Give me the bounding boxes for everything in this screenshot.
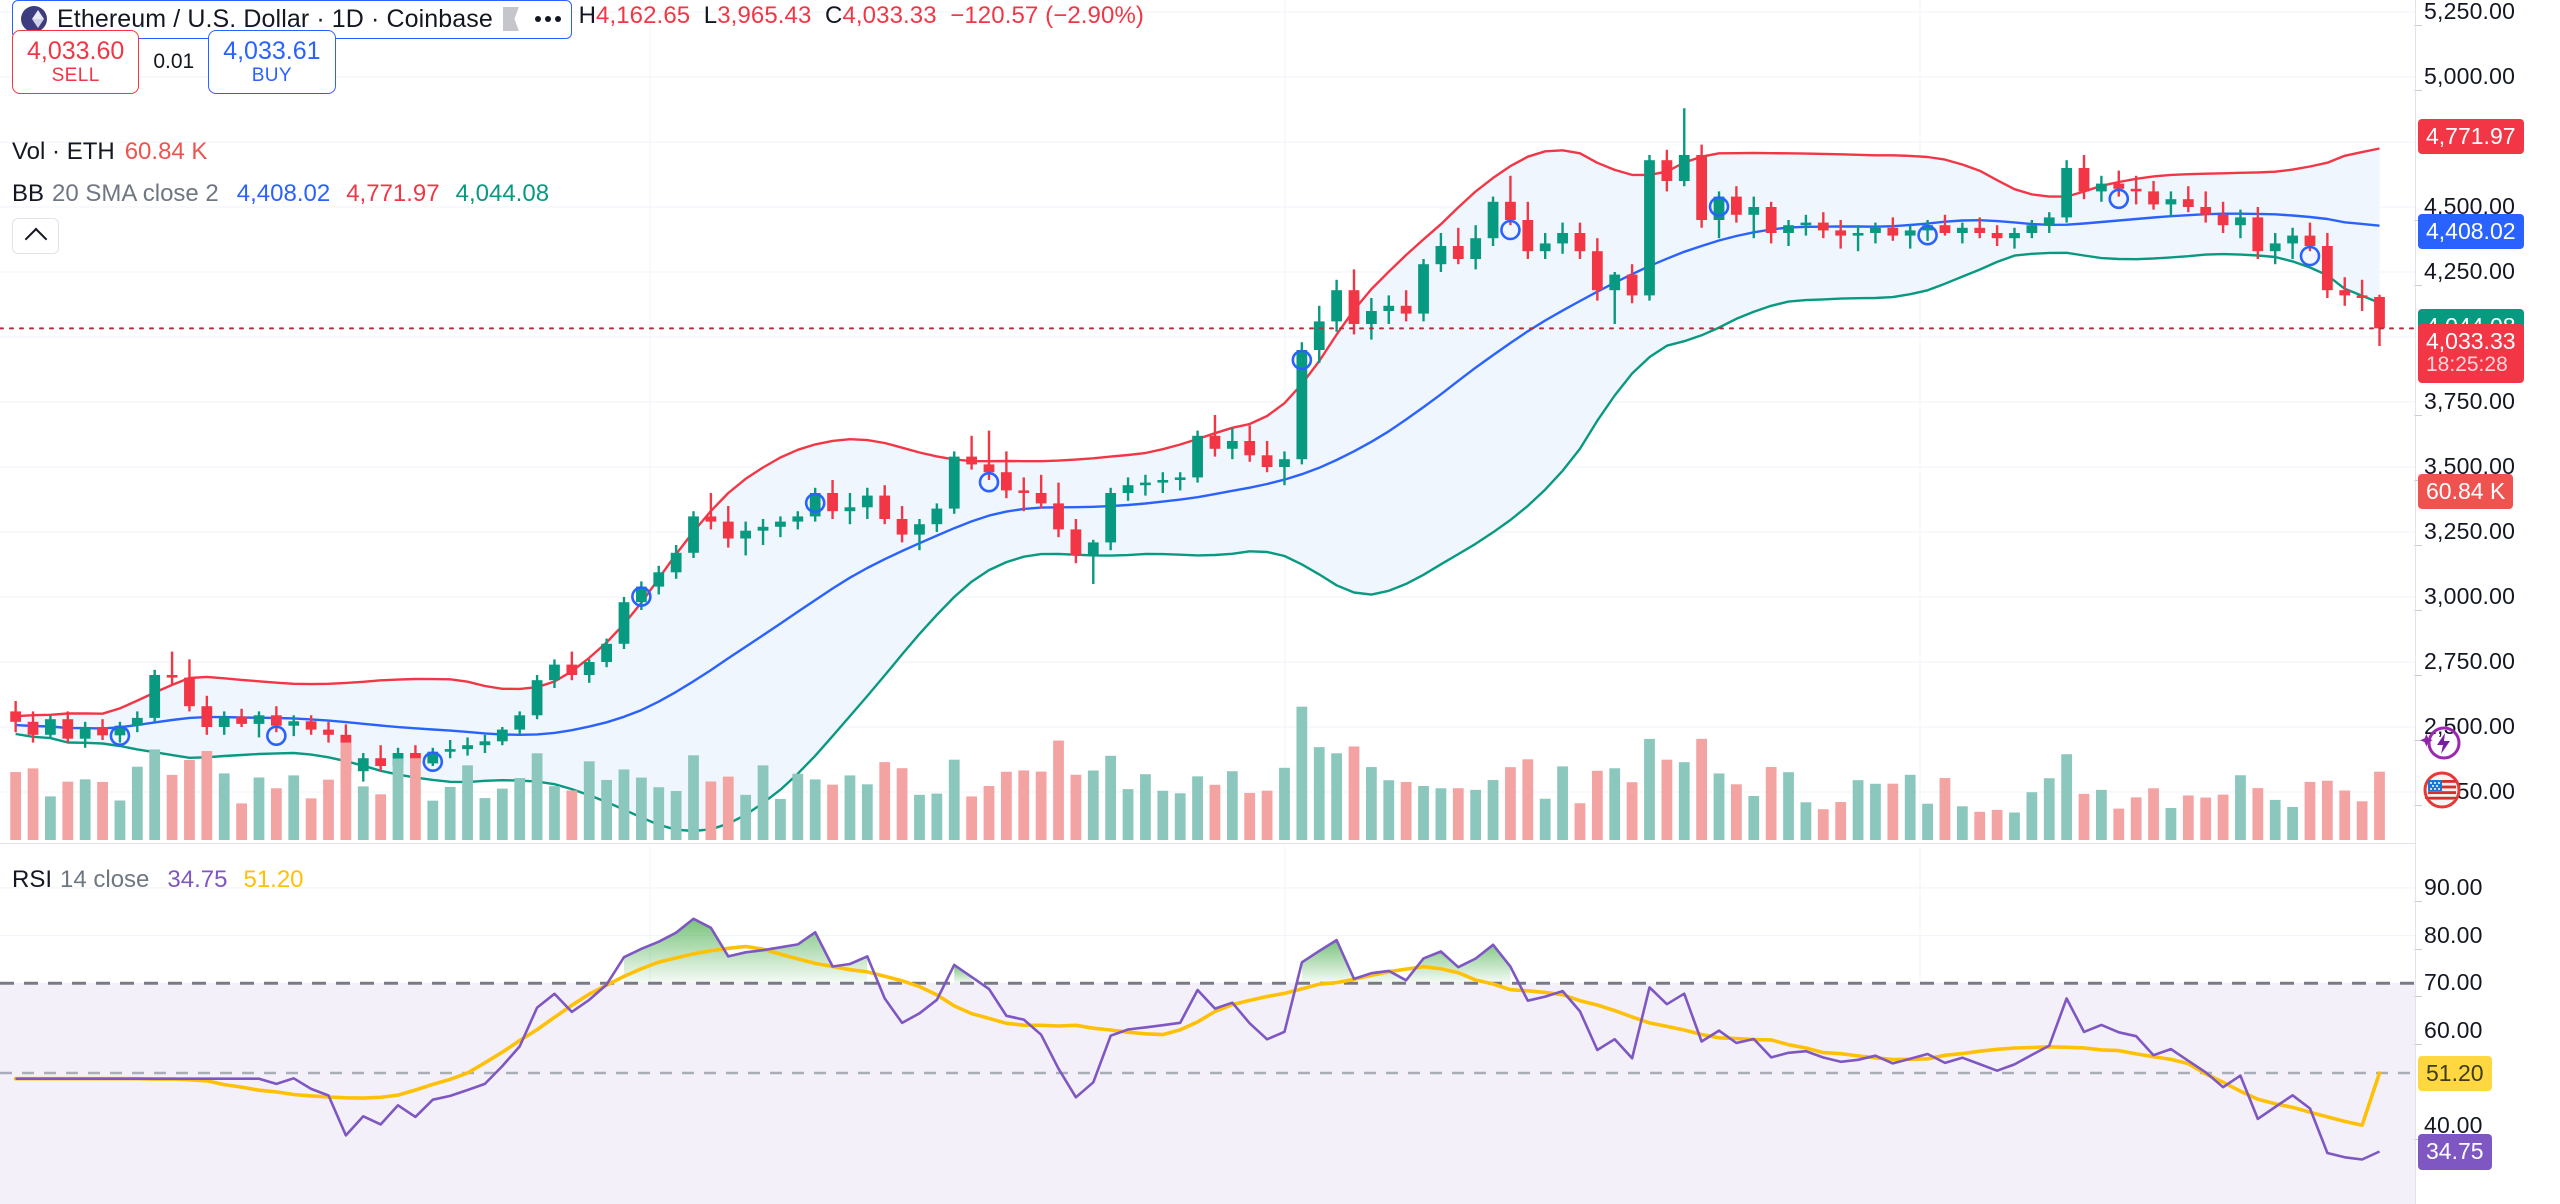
ohlc-l-value: 3,965.43 (717, 2, 812, 29)
trade-buttons[interactable]: 4,033.60 SELL 0.01 4,033.61 BUY (12, 30, 336, 95)
rsi-axis-tick: 90.00 (2414, 874, 2483, 902)
sell-price: 4,033.60 (27, 37, 125, 65)
axis-tick-mark (2414, 740, 2422, 741)
rsi-axis-tick: 40.00 (2414, 1112, 2483, 1141)
flag-icon[interactable] (502, 7, 519, 31)
rsi-legend-params: 14 close (60, 866, 150, 893)
bb-legend[interactable]: BB 20 SMA close 2 4,408.02 4,771.97 4,044.08 (12, 180, 549, 208)
rsi-chart-canvas (0, 846, 2416, 1204)
price-axis[interactable]: 5,250.00 5,000.00 4,500.00 4,250.00 3,750.00… (2414, 0, 2560, 1204)
more-options-icon[interactable] (534, 16, 561, 22)
axis-tick-mark (2414, 415, 2422, 416)
symbol-title: Ethereum / U.S. Dollar · 1D · Coinbase (57, 4, 493, 33)
price-axis-tick: 2,750.00 (2414, 648, 2515, 676)
countdown-text: 18:25:28 (2426, 353, 2508, 377)
price-chart-canvas (0, 0, 2416, 840)
bb-upper-price-badge[interactable]: 4,771.97 (2418, 119, 2524, 155)
last-price-badge[interactable]: 4,033.33 18:25:28 (2418, 324, 2524, 383)
rsi-ma-value: 51.20 (243, 866, 304, 893)
ohlc-c-value: 4,033.33 (842, 2, 937, 29)
axis-tick-mark (2414, 675, 2422, 676)
buy-price: 4,033.61 (223, 37, 321, 65)
rsi-axis-tick: 60.00 (2414, 1017, 2483, 1045)
ohlc-h-value: 4,162.65 (596, 2, 691, 29)
price-axis-tick: 5,000.00 (2414, 63, 2515, 91)
ethereum-icon (21, 6, 47, 32)
rsi-legend-name: RSI (12, 866, 53, 893)
ohlc-c-label: C (825, 2, 843, 29)
price-axis-tick: 3,250.00 (2414, 518, 2515, 546)
axis-tick-mark (2414, 90, 2422, 91)
bb-lower-value: 4,044.08 (455, 180, 550, 207)
axis-tick-mark (2414, 545, 2422, 546)
us-flag-icon[interactable] (2420, 768, 2464, 812)
rsi-axis-tick: 70.00 (2414, 969, 2483, 998)
collapse-legend-button[interactable] (12, 218, 59, 254)
axis-tick-mark (2414, 610, 2422, 611)
rsi-ma-badge[interactable]: 51.20 (2418, 1055, 2492, 1092)
volume-price-badge[interactable]: 60.84 K (2418, 474, 2514, 510)
ohlc-change: −120.57 (−2.90%) (950, 2, 1144, 29)
price-axis-tick: 3,750.00 (2414, 388, 2515, 416)
ohlc-h-label: H (578, 2, 596, 29)
buy-button[interactable]: 4,033.61 BUY (208, 30, 336, 95)
volume-legend-value: 60.84 K (124, 138, 208, 165)
axis-separator (2415, 0, 2416, 1204)
rsi-chart-pane[interactable] (0, 846, 2416, 1204)
pane-divider (0, 843, 2416, 844)
ohlc-l-label: L (703, 2, 718, 29)
bb-legend-name: BB (12, 180, 45, 207)
axis-tick-mark (2414, 25, 2422, 26)
axis-tick-mark (2414, 900, 2422, 902)
bb-basis-price-badge[interactable]: 4,408.02 (2418, 213, 2524, 250)
axis-tick-mark (2414, 805, 2422, 806)
axis-tick-mark (2414, 1044, 2422, 1045)
axis-tick-mark (2414, 948, 2422, 950)
price-chart-pane[interactable] (0, 0, 2416, 840)
spread-value: 0.01 (153, 50, 195, 74)
price-axis-tick: 5,250.00 (2414, 0, 2515, 26)
axis-tick-mark (2414, 996, 2422, 998)
volume-legend-name: Vol · ETH (12, 138, 115, 165)
bb-basis-value: 4,408.02 (236, 180, 331, 207)
bb-legend-params: 20 SMA close 2 (52, 180, 219, 207)
buy-label: BUY (251, 65, 292, 86)
price-axis-tick: 3,000.00 (2414, 583, 2515, 611)
sell-label: SELL (51, 65, 100, 86)
axis-tick-mark (2414, 285, 2422, 286)
rsi-axis-tick: 80.00 (2414, 922, 2483, 950)
rsi-legend[interactable]: RSI 14 close 34.75 51.20 (12, 866, 304, 894)
bb-upper-value: 4,771.97 (346, 180, 440, 207)
price-axis-tick: 2,500.00 (2414, 713, 2515, 741)
volume-legend[interactable]: Vol · ETH 60.84 K (12, 138, 207, 166)
rsi-value: 34.75 (167, 866, 228, 893)
sell-button[interactable]: 4,033.60 SELL (12, 30, 140, 95)
price-axis-tick: 4,250.00 (2414, 258, 2515, 286)
rsi-value-badge[interactable]: 34.75 (2418, 1134, 2492, 1170)
chevron-up-icon (24, 227, 47, 250)
ai-sparkle-icon[interactable] (2420, 722, 2464, 766)
